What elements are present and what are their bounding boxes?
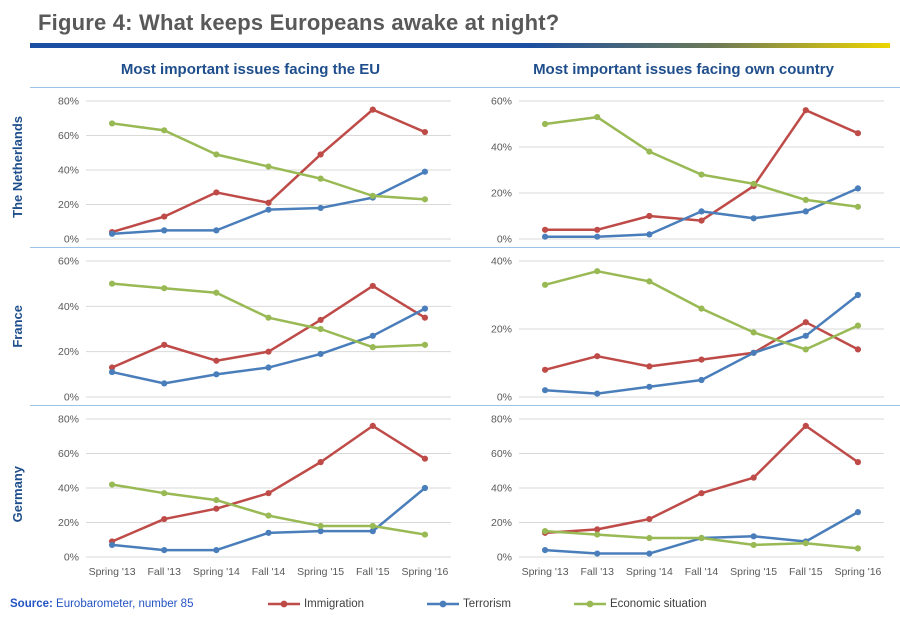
svg-text:Spring '13: Spring '13 <box>89 566 136 578</box>
chart-netherlands-eu: 0% 20% 40% 60% 80% <box>34 87 467 247</box>
svg-text:20%: 20% <box>491 188 512 200</box>
row-germany: Germany 0% 20% 40% 60% 80% Spring '13 Fall '13… <box>0 405 900 583</box>
svg-text:20%: 20% <box>491 324 512 336</box>
chart-france-eu: 0% 20% 40% 60% <box>34 247 467 405</box>
svg-text:Spring '15: Spring '15 <box>730 566 777 578</box>
legend-item-terrorism: Terrorism <box>426 598 511 610</box>
svg-text:Spring '13: Spring '13 <box>522 566 569 578</box>
chart-germany-own-country: 0% 20% 40% 60% 80% Spring '13 Fall '13 Spring '… <box>467 405 900 583</box>
svg-text:0%: 0% <box>64 234 79 246</box>
svg-text:40%: 40% <box>58 301 79 313</box>
svg-text:20%: 20% <box>58 199 79 211</box>
svg-text:Fall '13: Fall '13 <box>580 566 614 578</box>
column-header-spacer <box>0 61 34 78</box>
immigration-line-marker-icon <box>267 600 300 608</box>
row-netherlands: The Netherlands 0% 20% 40% 60% 80% 0% 20% 40% 6… <box>0 87 900 247</box>
svg-text:Fall '14: Fall '14 <box>252 566 286 578</box>
chart-france-own-country: 0% 20% 40% <box>467 247 900 405</box>
legend-item-economic-situation: Economic situation <box>573 598 707 610</box>
title-underline-rule <box>30 43 890 48</box>
figure-title: Figure 4: What keeps Europeans awake at … <box>38 10 560 35</box>
legend-label-economic-situation: Economic situation <box>609 598 707 610</box>
svg-text:0%: 0% <box>64 392 79 404</box>
column-headers: Most important issues facing the EU Most… <box>0 61 900 78</box>
terrorism-line-marker-icon <box>427 600 460 608</box>
svg-text:40%: 40% <box>491 483 512 495</box>
svg-text:60%: 60% <box>58 448 79 460</box>
legend-item-immigration: Immigration <box>267 598 364 610</box>
row-label-germany: Germany <box>9 465 25 523</box>
row-label-netherlands: The Netherlands <box>9 116 25 218</box>
svg-text:Fall '14: Fall '14 <box>685 566 719 578</box>
chart-grid: The Netherlands 0% 20% 40% 60% 80% 0% 20% 40% 6… <box>0 87 900 583</box>
svg-text:40%: 40% <box>491 256 512 268</box>
chart-netherlands-own-country: 0% 20% 40% 60% <box>467 87 900 247</box>
source-note: Source: Eurobarometer, number 85 <box>10 598 193 610</box>
svg-text:Spring '14: Spring '14 <box>626 566 673 578</box>
svg-text:Spring '15: Spring '15 <box>297 566 344 578</box>
legend: Immigration Terrorism Economic situation <box>193 598 780 610</box>
row-france: France 0% 20% 40% 60% 0% 20% 40% <box>0 247 900 405</box>
figure-footer: Source: Eurobarometer, number 85 Immigra… <box>0 591 900 617</box>
svg-text:Fall '15: Fall '15 <box>356 566 390 578</box>
column-header-eu: Most important issues facing the EU <box>120 61 381 78</box>
svg-text:80%: 80% <box>58 414 79 426</box>
column-header-own-country: Most important issues facing own country <box>533 61 834 78</box>
legend-label-immigration: Immigration <box>303 598 365 610</box>
svg-text:60%: 60% <box>491 96 512 108</box>
svg-text:Spring '16: Spring '16 <box>834 566 881 578</box>
svg-text:Spring '14: Spring '14 <box>193 566 240 578</box>
svg-text:40%: 40% <box>58 165 79 177</box>
svg-text:60%: 60% <box>491 448 512 460</box>
svg-text:Spring '16: Spring '16 <box>401 566 448 578</box>
svg-text:80%: 80% <box>58 96 79 108</box>
svg-text:40%: 40% <box>491 142 512 154</box>
svg-text:0%: 0% <box>497 552 512 564</box>
svg-text:20%: 20% <box>491 517 512 529</box>
svg-text:80%: 80% <box>491 414 512 426</box>
svg-text:20%: 20% <box>58 517 79 529</box>
svg-text:Fall '15: Fall '15 <box>789 566 823 578</box>
source-text: Eurobarometer, number 85 <box>52 598 194 610</box>
svg-text:0%: 0% <box>497 392 512 404</box>
svg-text:Fall '13: Fall '13 <box>147 566 181 578</box>
chart-germany-eu: 0% 20% 40% 60% 80% Spring '13 Fall '13 Spring '… <box>34 405 467 583</box>
svg-text:20%: 20% <box>58 346 79 358</box>
row-label-france: France <box>9 304 25 348</box>
svg-text:60%: 60% <box>58 256 79 268</box>
svg-text:60%: 60% <box>58 130 79 142</box>
svg-text:0%: 0% <box>64 552 79 564</box>
source-label: Source: <box>10 598 53 610</box>
economic-situation-line-marker-icon <box>573 600 606 608</box>
legend-label-terrorism: Terrorism <box>463 598 511 610</box>
svg-text:40%: 40% <box>58 483 79 495</box>
svg-text:0%: 0% <box>497 234 512 246</box>
